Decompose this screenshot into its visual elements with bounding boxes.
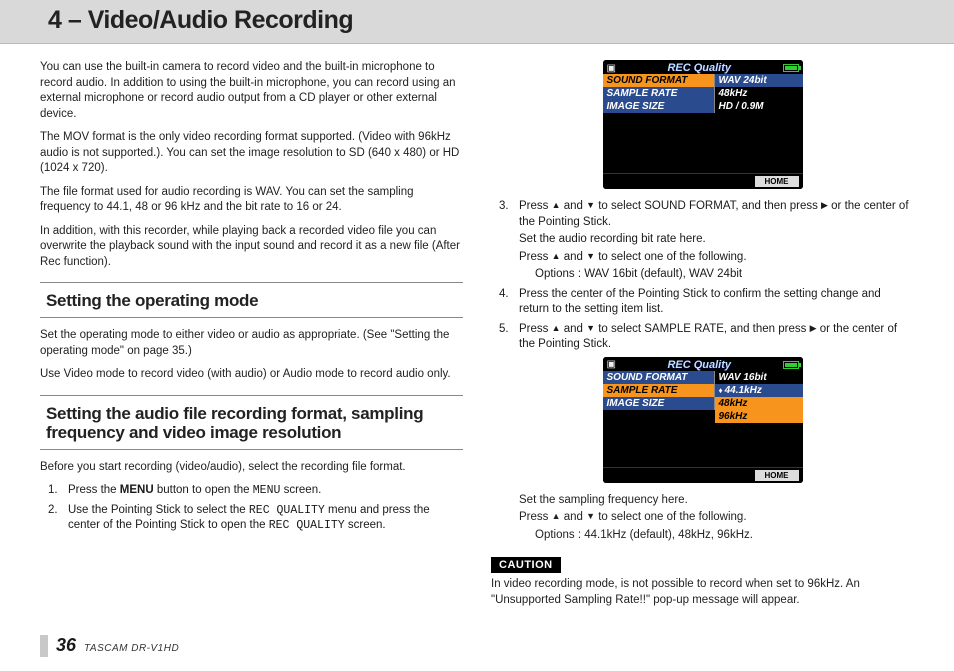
menu-button-label: MENU	[120, 484, 154, 496]
lcd-val: 48kHz	[715, 87, 803, 100]
text: Press	[519, 200, 552, 212]
steps-right: Press ▲ and ▼ to select SOUND FORMAT, an…	[491, 199, 914, 353]
lcd-key: SOUND FORMAT	[603, 371, 715, 384]
text: screen.	[345, 519, 386, 531]
up-icon: ▲	[552, 511, 561, 521]
down-icon: ▼	[586, 200, 595, 210]
screen-name: MENU	[253, 484, 281, 497]
lcd-key: IMAGE SIZE	[603, 100, 715, 113]
options-text: Options : WAV 16bit (default), WAV 24bit	[519, 267, 914, 283]
text: to select SOUND FORMAT, and then press	[595, 200, 821, 212]
step-1: Press the MENU button to open the MENU s…	[40, 483, 463, 499]
lcd-key: SAMPLE RATE	[603, 87, 715, 100]
page-number: 36	[56, 635, 76, 656]
lcd-opt-selected: ♦44.1kHz	[715, 384, 803, 397]
text: Press	[519, 251, 552, 263]
divider	[40, 449, 463, 450]
camera-icon: ▣	[607, 63, 616, 74]
left-column: You can use the built-in camera to recor…	[40, 60, 463, 616]
page-footer: 36 TASCAM DR-V1HD	[40, 635, 179, 657]
chapter-header: 4 – Video/Audio Recording	[0, 0, 954, 44]
text: screen.	[280, 484, 321, 496]
lcd-opt: 48kHz	[715, 397, 803, 410]
opmode-p2: Use Video mode to record video (with aud…	[40, 367, 463, 383]
text: Press	[519, 323, 552, 335]
divider	[40, 395, 463, 396]
lcd-title: REC Quality	[616, 359, 783, 371]
down-icon: ▼	[586, 511, 595, 521]
screen-name: REC QUALITY	[269, 519, 345, 532]
divider	[40, 282, 463, 283]
text: button to open the	[154, 484, 253, 496]
product-model: TASCAM DR-V1HD	[84, 643, 179, 654]
text: to select SAMPLE RATE, and then press	[595, 323, 810, 335]
intro-p4: In addition, with this recorder, while p…	[40, 224, 463, 271]
right-icon: ▶	[821, 200, 828, 210]
footer-accent-bar	[40, 635, 48, 657]
text: Use the Pointing Stick to select the	[68, 504, 249, 516]
right-column: ▣ REC Quality SOUND FORMATWAV 24bit SAMP…	[491, 60, 914, 616]
caution-label: CAUTION	[491, 557, 561, 573]
camera-icon: ▣	[607, 359, 616, 370]
lcd-key: IMAGE SIZE	[603, 397, 715, 410]
text: and	[561, 323, 587, 335]
up-icon: ▲	[552, 251, 561, 261]
content-columns: You can use the built-in camera to recor…	[40, 44, 914, 616]
menu-name: REC QUALITY	[249, 504, 325, 517]
down-icon: ▼	[586, 323, 595, 333]
lcd-home-button: HOME	[755, 470, 799, 481]
up-icon: ▲	[552, 323, 561, 333]
opmode-p1: Set the operating mode to either video o…	[40, 328, 463, 359]
lcd-screenshot-2: ▣ REC Quality SOUND FORMATWAV 16bit SAMP…	[603, 357, 803, 483]
lcd-screenshot-1: ▣ REC Quality SOUND FORMATWAV 24bit SAMP…	[603, 60, 803, 189]
steps-left: Press the MENU button to open the MENU s…	[40, 483, 463, 534]
intro-p1: You can use the built-in camera to recor…	[40, 60, 463, 122]
format-intro: Before you start recording (video/audio)…	[40, 460, 463, 476]
chapter-title: 4 – Video/Audio Recording	[48, 6, 914, 35]
text: to select one of the following.	[595, 251, 747, 263]
lcd-val: WAV 24bit	[715, 74, 803, 87]
divider	[40, 317, 463, 318]
intro-p3: The file format used for audio recording…	[40, 185, 463, 216]
lcd-home-button: HOME	[755, 176, 799, 187]
text: Set the audio recording bit rate here.	[519, 232, 914, 248]
text: and	[561, 200, 587, 212]
section-operating-mode: Setting the operating mode	[40, 289, 463, 315]
lcd-key: SOUND FORMAT	[603, 74, 715, 87]
section-audio-format: Setting the audio file recording format,…	[40, 402, 463, 447]
text: and	[561, 251, 587, 263]
step-4: Press the center of the Pointing Stick t…	[491, 287, 914, 318]
step-3: Press ▲ and ▼ to select SOUND FORMAT, an…	[491, 199, 914, 283]
right-icon: ▶	[810, 323, 817, 333]
text: Press the	[68, 484, 120, 496]
step-2: Use the Pointing Stick to select the REC…	[40, 503, 463, 534]
battery-icon	[783, 361, 799, 369]
lcd-title: REC Quality	[616, 62, 783, 74]
options-text: Options : 44.1kHz (default), 48kHz, 96kH…	[519, 528, 914, 544]
battery-icon	[783, 64, 799, 72]
lcd-key: SAMPLE RATE	[603, 384, 715, 397]
lcd-opt: 96kHz	[715, 410, 803, 423]
lcd-val: HD / 0.9M	[715, 100, 803, 113]
text: Set the sampling frequency here.	[519, 493, 914, 509]
down-icon: ▼	[586, 251, 595, 261]
intro-p2: The MOV format is the only video recordi…	[40, 130, 463, 177]
lcd-val: WAV 16bit	[715, 371, 803, 384]
up-icon: ▲	[552, 200, 561, 210]
caution-text: In video recording mode, is not possible…	[491, 577, 914, 608]
step-5: Press ▲ and ▼ to select SAMPLE RATE, and…	[491, 322, 914, 353]
text: Press ▲ and ▼ to select one of the follo…	[519, 510, 914, 526]
